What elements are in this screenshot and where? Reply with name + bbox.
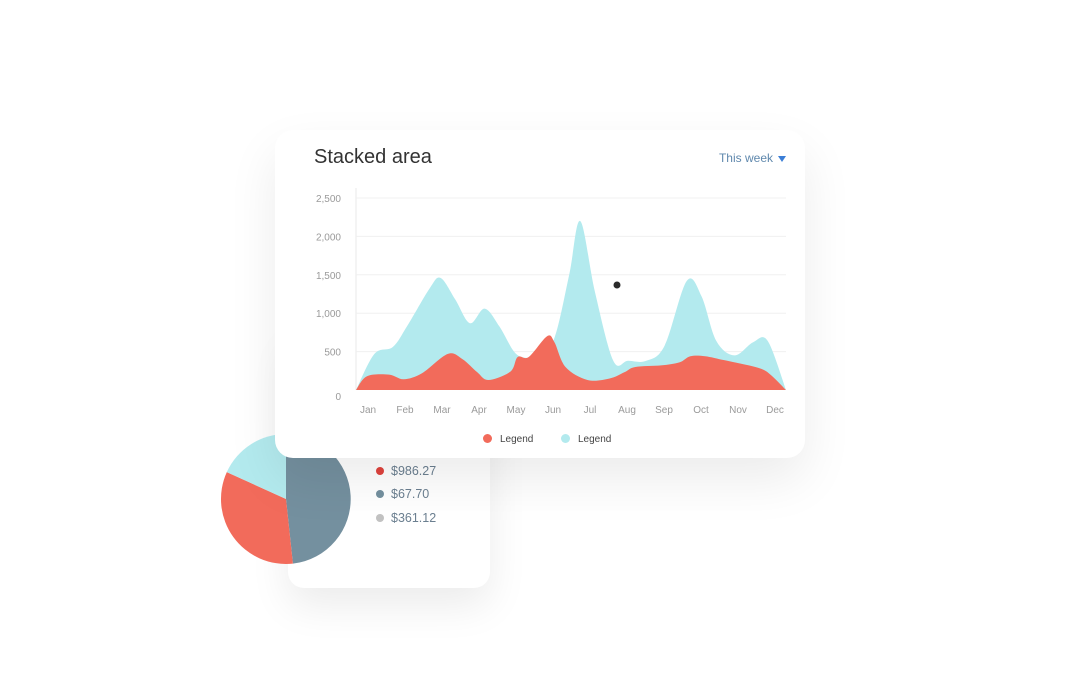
x-tick-label: Sep	[655, 405, 673, 416]
x-tick-label: Mar	[433, 405, 451, 416]
chart-title: Stacked area	[314, 146, 432, 168]
chevron-down-icon	[778, 155, 786, 162]
area-chart-card: Stacked area This week 2,500 2,000 1,500 1,…	[275, 130, 805, 458]
pie-item-label: $986.27	[391, 464, 437, 478]
x-tick-label: Dec	[766, 405, 784, 416]
legend-dot	[561, 434, 570, 443]
y-tick-label: 500	[324, 348, 341, 359]
x-tick-label: Apr	[471, 405, 487, 416]
legend-item-2[interactable]: Legend	[561, 434, 611, 445]
pie-item-2: $67.70	[376, 487, 429, 501]
pie-slice-1	[286, 434, 351, 564]
pie-item-dot	[376, 514, 384, 522]
pie-item-3: $361.12	[376, 511, 436, 525]
x-tick-label: Aug	[618, 405, 636, 416]
legend-item-1[interactable]: Legend	[483, 434, 533, 445]
y-tick-label: 1,000	[316, 309, 341, 320]
x-tick-label: Oct	[693, 405, 709, 416]
x-tick-label: Jan	[360, 405, 376, 416]
pie-item-1: $986.27	[376, 464, 436, 478]
pie-item-dot	[376, 467, 384, 475]
legend-label: Legend	[578, 434, 612, 445]
pie-slice-2	[220, 472, 293, 564]
x-tick-label: May	[507, 405, 526, 416]
x-tick-label: Jul	[584, 405, 597, 416]
area-series-1	[356, 335, 786, 390]
pie-slice-3	[226, 433, 286, 499]
pie-item-label: $67.70	[391, 487, 430, 501]
area-series-2	[356, 220, 786, 390]
y-tick-label: 1,500	[316, 271, 341, 282]
area-chart: 2,500 2,000 1,500 1,000 500 0 Jan Feb Mar Apr May J…	[316, 188, 786, 416]
period-label: This week	[718, 151, 773, 165]
x-tick-label: Feb	[396, 405, 414, 416]
y-tick-label: 2,000	[316, 232, 341, 243]
pie-item-label: $361.12	[391, 511, 437, 525]
y-tick-label: 0	[335, 392, 341, 403]
legend-dot	[483, 434, 492, 443]
hover-marker-dot	[613, 281, 621, 289]
x-tick-label: Jun	[545, 405, 561, 416]
x-tick-label: Nov	[729, 405, 747, 416]
pie-item-dot	[376, 490, 384, 498]
legend-label: Legend	[500, 434, 534, 445]
y-tick-label: 2,500	[316, 194, 341, 205]
period-dropdown[interactable]: This week	[719, 151, 786, 165]
